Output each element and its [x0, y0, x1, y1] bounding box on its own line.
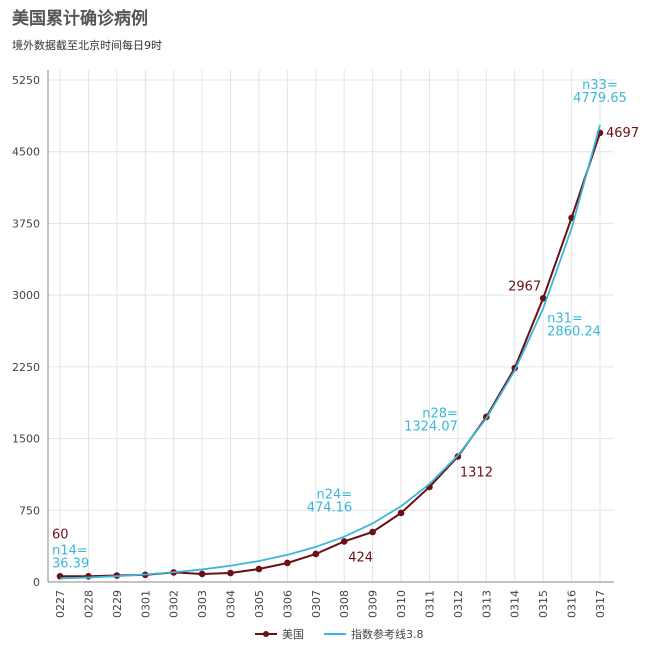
x-tick-label: 0304 — [225, 590, 238, 618]
data-label: n14= 36.39 — [52, 544, 89, 572]
marker — [340, 538, 348, 545]
x-tick-label: 0229 — [111, 590, 124, 618]
x-tick-label: 0301 — [139, 590, 152, 618]
marker — [539, 294, 547, 302]
x-tick-label: 0311 — [423, 590, 436, 618]
y-tick-label: 0 — [33, 576, 40, 589]
legend-label: 美国 — [282, 628, 304, 641]
x-tick-label: 0227 — [54, 590, 67, 618]
series-line — [59, 124, 601, 580]
y-tick-label: 1500 — [12, 433, 40, 446]
y-tick-label: 5250 — [12, 74, 40, 87]
marker — [312, 550, 320, 558]
x-tick-label: 0316 — [566, 590, 579, 618]
legend-marker — [263, 631, 269, 637]
y-tick-label: 750 — [19, 504, 40, 517]
data-label: 2967 — [508, 279, 541, 294]
data-label: 424 — [348, 550, 373, 565]
marker — [284, 559, 291, 567]
y-tick-label: 3750 — [12, 217, 40, 230]
data-label: n24= 474.16 — [307, 488, 353, 516]
chart-title: 美国累计确诊病例 — [12, 8, 148, 29]
marker — [85, 572, 92, 580]
legend-label: 指数参考线3.8 — [351, 627, 424, 641]
data-label: n33= 4779.65 — [573, 78, 627, 106]
y-tick-label: 4500 — [12, 146, 40, 159]
x-tick-label: 0312 — [452, 590, 465, 618]
x-tick-label: 0314 — [509, 590, 522, 618]
data-label: n28= 1324.07 — [404, 406, 458, 434]
x-tick-label: 0309 — [367, 590, 380, 618]
x-tick-label: 0308 — [338, 590, 351, 618]
marker — [369, 528, 376, 536]
chart-subtitle: 境外数据截至北京时间每日9时 — [12, 38, 162, 52]
x-tick-label: 0305 — [253, 590, 266, 618]
marker — [255, 565, 263, 573]
x-tick-label: 0303 — [196, 590, 209, 618]
marker — [198, 570, 206, 578]
data-label: 4697 — [606, 126, 639, 141]
x-tick-label: 0315 — [537, 590, 550, 618]
x-tick-label: 0310 — [395, 590, 408, 618]
x-tick-label: 0302 — [168, 590, 181, 618]
marker — [227, 569, 234, 577]
data-label: 1312 — [460, 466, 493, 481]
x-tick-label: 0313 — [480, 590, 493, 618]
y-tick-label: 3000 — [12, 289, 40, 302]
x-tick-label: 0317 — [594, 590, 607, 618]
y-tick-label: 2250 — [12, 361, 40, 374]
data-label: n31= 2860.24 — [547, 312, 601, 340]
x-tick-label: 0228 — [82, 590, 95, 618]
data-label: 60 — [52, 527, 69, 542]
x-tick-label: 0307 — [310, 590, 323, 618]
x-tick-label: 0306 — [281, 590, 294, 618]
marker — [397, 509, 405, 517]
